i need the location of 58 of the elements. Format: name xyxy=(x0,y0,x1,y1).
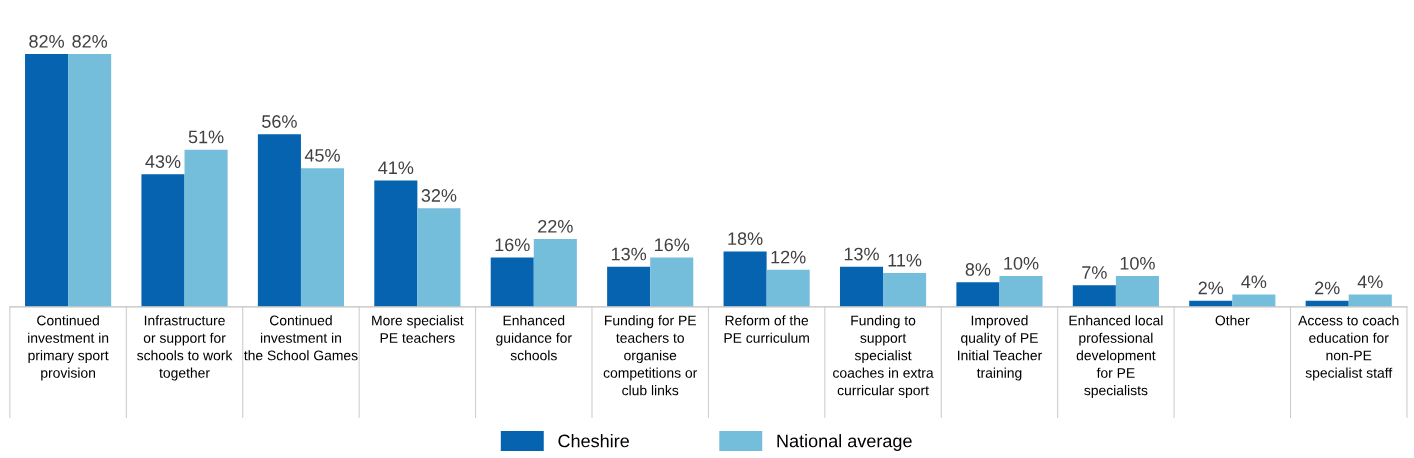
x-tick-label: Improved quality of PE Initial Teacher training xyxy=(958,315,1042,381)
x-tick-label: Funding to support specialist coaches in extra curricular sport xyxy=(833,315,934,399)
data-label: 43% xyxy=(145,155,181,168)
x-tick-label: More specialist PE teachers xyxy=(372,315,464,343)
bar xyxy=(374,180,418,307)
data-label: 16% xyxy=(655,238,690,252)
data-label: 8% xyxy=(965,263,991,276)
bar xyxy=(533,239,577,307)
bar xyxy=(650,257,694,307)
bar xyxy=(723,251,767,307)
legend-label: National average xyxy=(777,434,912,451)
bar xyxy=(184,149,228,307)
x-tick-label: Enhanced guidance for schools xyxy=(496,315,572,361)
bar xyxy=(999,276,1043,307)
x-tick-label: Reform of the PE curriculum xyxy=(724,315,809,343)
data-label: 7% xyxy=(1082,266,1107,279)
data-label: 2% xyxy=(1198,281,1224,295)
data-label: 82% xyxy=(29,34,64,48)
data-label: 22% xyxy=(538,219,573,233)
data-label: 51% xyxy=(188,130,224,144)
data-label: 56% xyxy=(262,115,297,128)
bar xyxy=(1115,276,1159,307)
data-label: 2% xyxy=(1315,281,1340,295)
bar xyxy=(141,174,185,307)
x-tick-label: Access to coach education for non-PE specialist staff xyxy=(1298,315,1399,381)
bar xyxy=(839,266,884,307)
data-label: 12% xyxy=(771,250,806,264)
data-label: 13% xyxy=(611,247,647,261)
bar xyxy=(257,134,301,307)
x-tick-label: Continued investment in the School Games xyxy=(244,315,358,361)
x-tick-label: Enhanced local professional development for PE specialists xyxy=(1069,315,1163,399)
data-label: 10% xyxy=(1004,256,1039,270)
bar xyxy=(68,54,112,307)
bar xyxy=(25,54,69,307)
data-label: 32% xyxy=(421,189,457,202)
data-label: 41% xyxy=(378,161,414,175)
data-label: 13% xyxy=(844,247,879,261)
bar xyxy=(490,257,534,307)
data-label: 45% xyxy=(304,149,340,162)
legend-label: Cheshire xyxy=(558,434,629,448)
data-label: 82% xyxy=(72,34,108,48)
data-label: 10% xyxy=(1120,256,1155,270)
data-label: 16% xyxy=(495,238,530,252)
bar xyxy=(607,266,651,307)
bar xyxy=(417,208,461,307)
bar xyxy=(766,269,810,307)
bar xyxy=(956,282,1000,307)
x-tick-label: Funding for PE teachers to organise competitions or club links xyxy=(603,315,698,396)
data-label: 4% xyxy=(1357,275,1383,289)
x-tick-label: Other xyxy=(1215,315,1250,326)
bar xyxy=(300,168,345,307)
data-label: 4% xyxy=(1241,275,1267,289)
x-tick-label: Infrastructure or support for schools to work together xyxy=(137,315,233,381)
x-tick-label: Continued investment in primary sport provision xyxy=(28,315,109,381)
bar xyxy=(1072,285,1116,307)
bar xyxy=(883,272,927,307)
data-label: 11% xyxy=(888,253,922,267)
data-label: 18% xyxy=(728,232,763,246)
